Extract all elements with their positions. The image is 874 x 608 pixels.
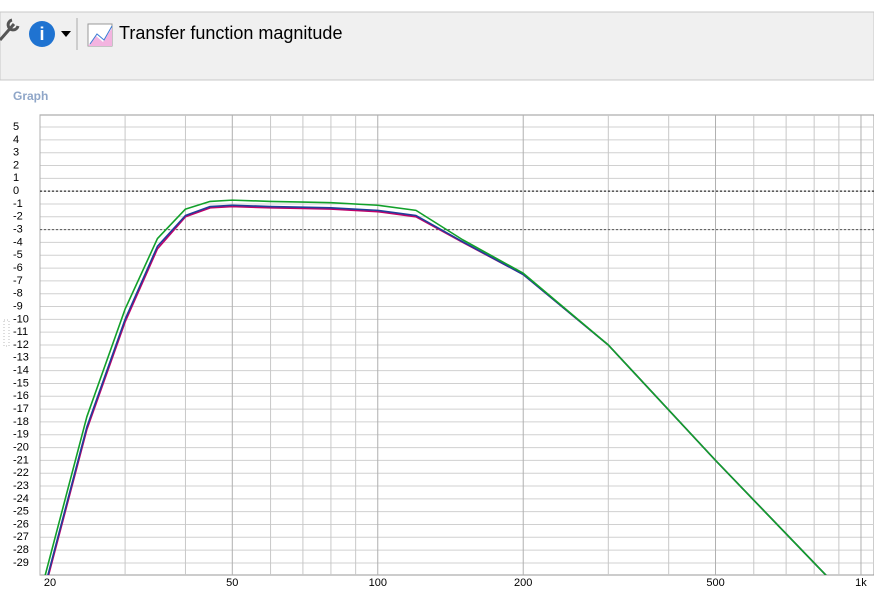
y-tick-label: -8 — [13, 288, 23, 300]
y-tick-label: -6 — [13, 262, 23, 274]
y-tick-label: -4 — [13, 236, 23, 248]
x-tick-label: 200 — [514, 577, 532, 589]
axis-labels: 543210-1-2-3-4-5-6-7-8-9-10-11-12-13-14-… — [13, 121, 867, 589]
y-tick-label: -26 — [13, 518, 29, 530]
panel-label: Graph — [13, 89, 48, 103]
info-icon — [29, 21, 55, 47]
y-tick-label: -21 — [13, 454, 29, 466]
icon-area — [88, 28, 112, 46]
wrench-icon — [0, 18, 20, 41]
y-tick-label: -9 — [13, 300, 23, 312]
y-tick-label: -13 — [13, 352, 29, 364]
dropdown-arrow — [61, 31, 71, 37]
y-tick-label: -15 — [13, 377, 29, 389]
grip-dots — [3, 319, 10, 347]
y-tick-label: -11 — [13, 326, 28, 338]
toolbar-title: Transfer function magnitude — [119, 23, 342, 43]
grip[interactable] — [3, 319, 10, 347]
y-tick-label: -3 — [13, 224, 23, 236]
y-tick-label: -19 — [13, 429, 29, 441]
info-button[interactable]: i — [29, 21, 71, 47]
plot-lines — [44, 199, 827, 575]
y-tick-label: -10 — [13, 313, 29, 325]
x-tick-label: 20 — [44, 577, 56, 589]
y-tick-label: 1 — [13, 172, 19, 184]
y-tick-label: -2 — [13, 211, 23, 223]
y-tick-label: -5 — [13, 249, 23, 261]
icon-line — [89, 25, 113, 45]
y-tick-label: -17 — [13, 403, 29, 415]
x-tick-label: 1k — [855, 577, 867, 589]
settings-button[interactable] — [0, 18, 20, 41]
y-tick-label: -25 — [13, 506, 29, 518]
y-tick-label: -18 — [13, 416, 29, 428]
chart-icon — [87, 23, 113, 47]
y-tick-label: 0 — [13, 185, 19, 197]
y-tick-label: -20 — [13, 441, 29, 453]
y-tick-label: 3 — [13, 147, 19, 159]
x-tick-label: 100 — [369, 577, 387, 589]
grid — [39, 115, 874, 575]
y-tick-label: 4 — [13, 134, 19, 146]
y-tick-label: 5 — [13, 121, 19, 133]
y-tick-label: -27 — [13, 531, 29, 543]
y-tick-label: -28 — [13, 544, 29, 556]
y-tick-label: -1 — [13, 198, 23, 210]
y-tick-label: -29 — [13, 557, 29, 569]
y-tick-label: -16 — [13, 390, 29, 402]
y-tick-label: -24 — [13, 493, 29, 505]
y-tick-label: -23 — [13, 480, 29, 492]
series-line — [44, 199, 827, 575]
y-tick-label: -12 — [13, 339, 29, 351]
y-tick-label: -7 — [13, 275, 23, 287]
toolbar — [0, 11, 874, 81]
y-tick-label: -14 — [13, 365, 29, 377]
y-tick-label: -22 — [13, 467, 29, 479]
x-tick-label: 500 — [706, 577, 724, 589]
y-tick-label: 2 — [13, 159, 19, 171]
x-tick-label: 50 — [226, 577, 238, 589]
info-glyph: i — [39, 24, 44, 44]
